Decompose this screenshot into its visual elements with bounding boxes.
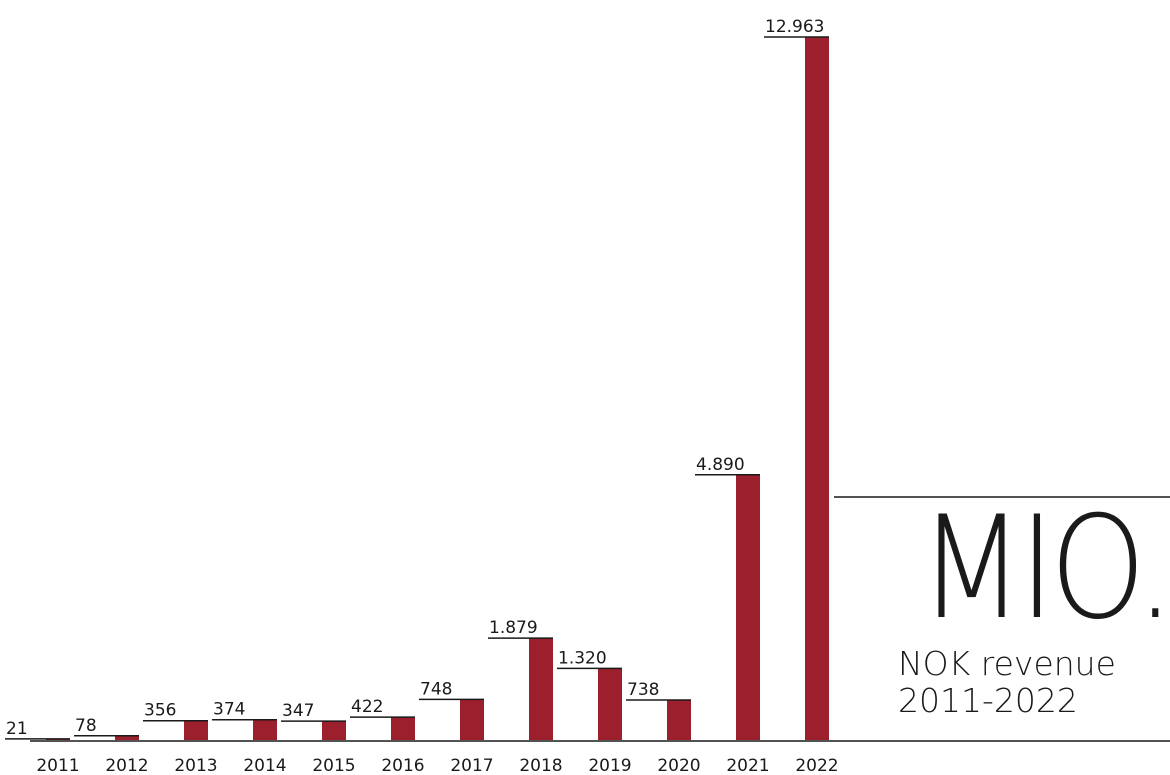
x-tick-2020: 2020 bbox=[657, 756, 700, 775]
bar-2020 bbox=[667, 699, 691, 740]
value-label-2015: 347 bbox=[282, 701, 314, 721]
x-tick-2014: 2014 bbox=[243, 756, 286, 775]
bar-2013 bbox=[184, 720, 208, 740]
bar-2022 bbox=[805, 37, 829, 740]
value-label-2012: 78 bbox=[75, 716, 97, 736]
value-label-2011: 21 bbox=[6, 719, 28, 739]
value-labels-layer: 21 78 356 374 347 422 748 1.879 1.320 738 4.890 12.… bbox=[5, 17, 829, 740]
value-label-2022: 12.963 bbox=[765, 17, 824, 37]
value-label-2013: 356 bbox=[144, 701, 176, 721]
bar-2017 bbox=[460, 699, 484, 740]
x-tick-2021: 2021 bbox=[726, 756, 769, 775]
bar-2016 bbox=[391, 717, 415, 740]
x-tick-labels-layer: 2011 2012 2013 2014 2015 2016 2017 2018 2019 2020… bbox=[36, 756, 838, 775]
chart-title: MIO. bbox=[919, 486, 1170, 651]
x-tick-2018: 2018 bbox=[519, 756, 562, 775]
bars-layer bbox=[46, 37, 829, 740]
x-tick-2016: 2016 bbox=[381, 756, 424, 775]
value-label-2018: 1.879 bbox=[489, 618, 538, 638]
bar-2012 bbox=[115, 735, 139, 740]
subtitle-line-1: NOK revenue bbox=[898, 644, 1116, 683]
x-tick-2012: 2012 bbox=[105, 756, 148, 775]
chart-subtitle: NOK revenue 2011-2022 bbox=[898, 645, 1116, 719]
x-tick-2015: 2015 bbox=[312, 756, 355, 775]
value-label-2016: 422 bbox=[351, 697, 383, 717]
bar-2021 bbox=[736, 474, 760, 740]
bar-2015 bbox=[322, 721, 346, 740]
value-label-2014: 374 bbox=[213, 700, 245, 720]
x-tick-2011: 2011 bbox=[36, 756, 79, 775]
x-tick-2017: 2017 bbox=[450, 756, 493, 775]
value-label-2020: 738 bbox=[627, 680, 659, 700]
x-tick-2022: 2022 bbox=[795, 756, 838, 775]
x-tick-2013: 2013 bbox=[174, 756, 217, 775]
bar-2019 bbox=[598, 668, 622, 740]
bar-2014 bbox=[253, 719, 277, 740]
value-label-2017: 748 bbox=[420, 679, 452, 699]
value-label-2019: 1.320 bbox=[558, 648, 607, 668]
value-label-2021: 4.890 bbox=[696, 455, 745, 475]
x-tick-2019: 2019 bbox=[588, 756, 631, 775]
subtitle-line-2: 2011-2022 bbox=[898, 681, 1078, 720]
bar-2018 bbox=[529, 638, 553, 740]
